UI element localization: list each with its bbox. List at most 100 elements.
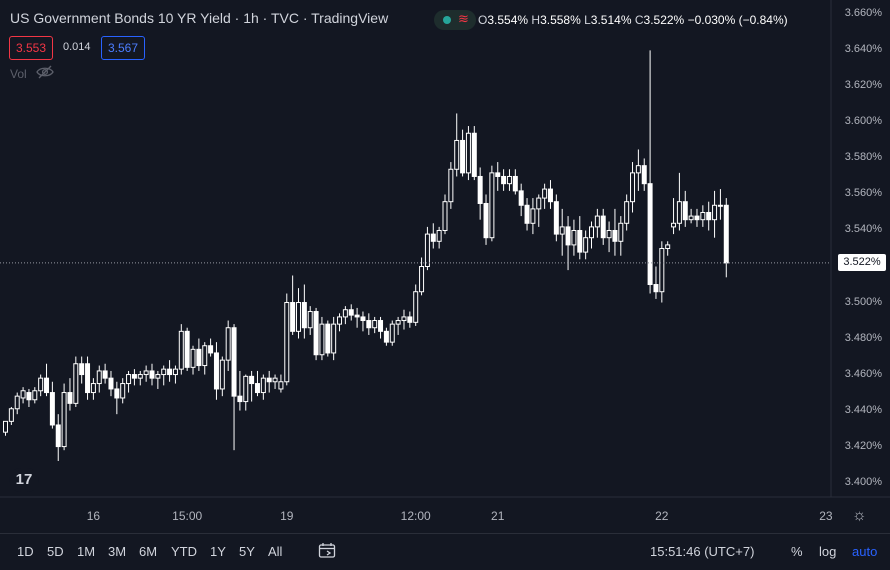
candle-down bbox=[483, 202, 489, 239]
candle-down bbox=[600, 215, 606, 239]
log-scale-toggle[interactable]: log bbox=[819, 544, 837, 559]
candle-down bbox=[501, 175, 507, 185]
open-value: 3.554% bbox=[487, 13, 529, 27]
candle-down bbox=[641, 165, 647, 185]
candle-up bbox=[583, 237, 589, 253]
range-1m-button[interactable]: 1M bbox=[77, 544, 96, 559]
candle-up bbox=[319, 323, 325, 356]
percent-scale-toggle[interactable]: % bbox=[791, 544, 803, 559]
ohlc-readout: O3.554% H3.558% L3.514% C3.522% −0.030% … bbox=[478, 13, 788, 27]
candle-down bbox=[249, 375, 255, 385]
candle-up bbox=[506, 175, 512, 185]
volume-indicator-label[interactable]: Vol bbox=[10, 67, 27, 81]
candle-up bbox=[635, 165, 641, 174]
candle-down bbox=[325, 323, 331, 354]
candle-up bbox=[536, 197, 542, 210]
candle-down bbox=[524, 204, 530, 224]
range-1d-button[interactable]: 1D bbox=[17, 544, 34, 559]
candle-up bbox=[126, 374, 132, 385]
candle-up bbox=[178, 330, 184, 370]
candle-up bbox=[284, 302, 290, 383]
timezone-clock[interactable]: 15:51:46 (UTC+7) bbox=[650, 544, 755, 559]
candle-down bbox=[430, 233, 436, 242]
candle-up bbox=[137, 374, 143, 379]
y-tick-label: 3.400% bbox=[844, 475, 882, 488]
candle-down bbox=[647, 183, 653, 286]
high-value: 3.558% bbox=[540, 13, 581, 27]
tradingview-logo-icon[interactable]: 17 bbox=[9, 468, 39, 492]
candle-down bbox=[612, 229, 618, 242]
candle-down bbox=[55, 424, 61, 448]
low-value: 3.514% bbox=[590, 13, 632, 27]
candle-down bbox=[495, 172, 501, 177]
candle-up bbox=[559, 226, 565, 235]
candle-down bbox=[348, 309, 354, 316]
x-tick-label: 23 bbox=[819, 509, 833, 523]
candle-up bbox=[589, 226, 594, 239]
candle-down bbox=[290, 302, 296, 332]
candle-down bbox=[79, 363, 85, 376]
auto-scale-toggle[interactable]: auto bbox=[852, 544, 878, 559]
chart-title[interactable]: US Government Bonds 10 YR Yield · 1h · T… bbox=[10, 10, 389, 26]
candle-down bbox=[67, 392, 73, 404]
range-5d-button[interactable]: 5D bbox=[47, 544, 64, 559]
x-tick-label: 16 bbox=[86, 509, 101, 523]
bottom-toolbar: 1D 5D 1M 3M 6M YTD 1Y 5Y All 15:51:46 (U… bbox=[0, 533, 890, 570]
range-3m-button[interactable]: 3M bbox=[108, 544, 127, 559]
candle-up bbox=[38, 377, 44, 392]
candle-down bbox=[565, 226, 571, 246]
change-value: −0.030% (−0.84%) bbox=[687, 13, 788, 27]
candle-down bbox=[553, 201, 559, 235]
candle-up bbox=[542, 188, 548, 199]
price-axis[interactable]: 3.660% 3.640% 3.620% 3.600% 3.580% 3.560% 3.54… bbox=[831, 0, 890, 500]
y-tick-label: 3.640% bbox=[844, 43, 882, 56]
candle-up bbox=[73, 363, 79, 404]
y-tick-label: 3.660% bbox=[844, 7, 882, 20]
market-status-pill[interactable]: ≋ bbox=[434, 10, 476, 30]
market-open-dot-icon bbox=[443, 16, 451, 24]
candle-up bbox=[571, 229, 577, 246]
candle-up bbox=[606, 229, 612, 239]
candle-down bbox=[85, 363, 91, 394]
candle-up bbox=[618, 222, 624, 242]
candle-down bbox=[26, 392, 32, 401]
x-tick-label: 15:00 bbox=[172, 509, 203, 523]
candle-up bbox=[202, 345, 208, 367]
candle-up bbox=[161, 368, 167, 376]
candle-down bbox=[518, 190, 524, 206]
candlestick-chart[interactable] bbox=[0, 0, 890, 500]
candle-up bbox=[272, 377, 278, 383]
candle-up bbox=[389, 323, 395, 343]
candle-up bbox=[120, 383, 126, 399]
range-1y-button[interactable]: 1Y bbox=[210, 544, 226, 559]
settings-icon[interactable]: ☼ bbox=[852, 507, 867, 524]
candle-up bbox=[20, 390, 26, 399]
candle-up bbox=[671, 222, 677, 228]
eye-off-icon[interactable] bbox=[36, 64, 54, 85]
candle-up bbox=[419, 266, 425, 293]
range-ytd-button[interactable]: YTD bbox=[171, 544, 197, 559]
sell-price-button[interactable]: 3.553 bbox=[9, 36, 54, 60]
candle-up bbox=[424, 233, 430, 268]
last-price-tag: 3.522% bbox=[838, 254, 886, 272]
candle-down bbox=[131, 374, 137, 379]
y-tick-label: 3.540% bbox=[844, 223, 882, 236]
candle-up bbox=[155, 374, 161, 379]
candle-up bbox=[436, 229, 442, 242]
candle-up bbox=[143, 370, 149, 376]
candle-up bbox=[530, 208, 536, 224]
close-value: 3.522% bbox=[643, 13, 685, 27]
range-all-button[interactable]: All bbox=[268, 544, 283, 559]
candle-up bbox=[454, 139, 460, 170]
range-5y-button[interactable]: 5Y bbox=[239, 544, 255, 559]
calendar-range-icon[interactable] bbox=[318, 542, 336, 564]
candle-down bbox=[378, 320, 384, 332]
candle-up bbox=[296, 302, 301, 332]
candle-down bbox=[477, 175, 483, 204]
buy-price-button[interactable]: 3.567 bbox=[101, 36, 146, 60]
candle-down bbox=[266, 377, 272, 383]
candle-down bbox=[114, 388, 120, 399]
range-6m-button[interactable]: 6M bbox=[139, 544, 158, 559]
candle-up bbox=[225, 327, 231, 361]
close-label: C bbox=[634, 13, 644, 27]
